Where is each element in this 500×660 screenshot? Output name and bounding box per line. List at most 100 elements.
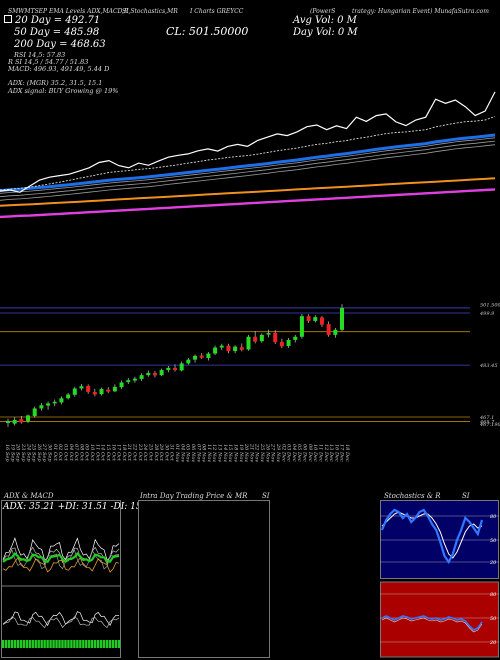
macd-histogram-bar	[85, 640, 88, 648]
date-tick-label: 29 Nov	[275, 443, 281, 462]
candle-body	[19, 419, 24, 423]
candle-body	[173, 367, 177, 371]
candle-body	[26, 415, 31, 422]
candle-body	[206, 353, 211, 359]
macd-histogram-bar	[52, 640, 55, 648]
price-label: 501.5000	[480, 302, 500, 308]
date-tick-label: 07 Oct	[73, 444, 79, 462]
ema50-line	[0, 133, 496, 193]
date-tick-label: 01 Oct	[52, 444, 58, 462]
macd-histogram-bar	[4, 640, 8, 648]
stoch-panel-title-2: SI	[462, 492, 470, 500]
date-tick-label: 27 Sep	[41, 443, 47, 462]
date-tick-label: 17 Oct	[116, 444, 122, 462]
candle-body	[253, 336, 258, 342]
candle-body	[259, 334, 264, 342]
macd-histogram-bar	[88, 640, 91, 648]
date-tick-label: 04 Dec	[291, 444, 297, 462]
candle-body	[213, 347, 218, 354]
macd-histogram-bar	[55, 640, 58, 648]
date-tick-label: 22 Nov	[254, 443, 260, 462]
macd-histogram-bar	[105, 640, 109, 648]
macd-histogram-bar	[28, 640, 31, 648]
macd-histogram-bar	[82, 640, 85, 648]
candle-body	[39, 405, 44, 409]
candle-body	[326, 324, 331, 335]
date-tick-label: 21 Nov	[248, 443, 254, 462]
stoch-panel-title: Stochastics & R	[384, 492, 441, 500]
date-tick-label: 22 Oct	[132, 443, 138, 462]
rsi-line	[381, 615, 483, 631]
ema200-line	[0, 177, 496, 207]
stoch-tick-label: 80	[490, 514, 497, 520]
macd-histogram-bar	[25, 640, 28, 648]
date-axis: 16 Sep 19 Sep 20 Sep 23 Sep 24 Sep 25 Sep 26 S…	[4, 443, 350, 462]
candle-body	[126, 380, 131, 383]
candle-body	[6, 421, 10, 424]
adx-panel-readout: ADX: 35.21 +DI: 31.51 -DI: 15.1	[3, 502, 151, 512]
macd-readout: MACD: 496.93, 491.49, 5.44 D	[8, 65, 110, 73]
date-tick-label: 26 Nov	[264, 443, 270, 462]
price-label: 499.9	[479, 311, 495, 317]
date-tick-label: 28 Oct	[153, 443, 159, 462]
candle-body	[286, 339, 291, 346]
date-tick-label: 10 Dec	[312, 444, 318, 462]
rsi-tick-label: 20	[489, 640, 497, 646]
date-tick-label: 19 Sep	[9, 444, 15, 462]
header-line-right2: trategy: Hungarian Event) MunafaSutra.co…	[352, 8, 489, 15]
ema200-readout: 200 Day = 468.63	[14, 39, 106, 50]
date-tick-label: 07 Nov	[195, 444, 201, 462]
candle-body	[246, 336, 251, 350]
intraday-panel-title: Intra Day Trading Price & MR	[140, 492, 248, 500]
candle-body	[52, 401, 57, 404]
date-tick-label: 15 Nov	[227, 444, 233, 462]
macd-histogram-bar	[114, 640, 118, 648]
date-tick-label: 18 Nov	[232, 444, 238, 462]
date-tick-label: 23 Sep	[20, 443, 26, 462]
day-volume: Day Vol: 0 M	[293, 27, 358, 38]
macd-histogram-bar	[70, 640, 73, 648]
candle-body	[179, 363, 184, 371]
rsi-tick-label: 80	[490, 592, 497, 598]
macd-line	[2, 611, 120, 627]
adx-readout: ADX: (MGR) 35.2, 31.5, 15.1	[8, 79, 103, 87]
macd-histogram-bar	[10, 640, 14, 648]
candle-body	[273, 332, 278, 343]
avg-volume: Avg Vol: 0 M	[293, 15, 357, 26]
date-tick-label: 17 Dec	[339, 444, 345, 462]
candle-body	[166, 367, 171, 371]
candle-body	[159, 370, 164, 376]
ema-envelope-line	[0, 137, 496, 194]
ema50-readout: 50 Day = 485.98	[14, 27, 100, 38]
date-tick-label: 29 Oct	[158, 443, 164, 462]
date-tick-label: 25 Sep	[31, 443, 37, 462]
candle-body	[99, 389, 104, 395]
intraday-panel-title-2: SI	[262, 492, 270, 500]
date-tick-label: 13 Dec	[328, 444, 334, 462]
macd-histogram-bar	[108, 640, 112, 648]
date-tick-label: 09 Oct	[84, 444, 90, 462]
date-tick-label: 23 Oct	[137, 443, 143, 462]
intraday-panel	[138, 500, 270, 658]
date-tick-label: 30 Sep	[47, 444, 53, 462]
date-tick-label: 11 Dec	[317, 444, 323, 462]
stochastics-rsi-panel: 80 50 20 80 50 20	[380, 500, 499, 658]
date-tick-label: 20 Sep	[15, 443, 21, 462]
rsi-readout: RSI 14,5: 57.83	[14, 51, 66, 59]
date-tick-label: 10 Oct	[89, 444, 95, 462]
candle-body	[12, 419, 17, 424]
date-tick-label: 26 Sep	[36, 443, 42, 462]
candle-body	[193, 355, 198, 360]
ema-envelope-line	[0, 144, 496, 201]
date-tick-label: 06 Nov	[190, 444, 196, 462]
date-tick-label: 01 Nov	[174, 444, 180, 462]
candle-body	[152, 372, 157, 376]
ema-chart	[0, 91, 496, 219]
date-tick-label: 14 Oct	[100, 444, 106, 462]
header-line-right1: (PowerS	[310, 8, 336, 15]
rsi-tick-label: 50	[490, 616, 497, 622]
close-price-line	[0, 91, 496, 193]
date-tick-label: 11 Oct	[94, 444, 100, 462]
macd-histogram-bar	[64, 640, 67, 648]
